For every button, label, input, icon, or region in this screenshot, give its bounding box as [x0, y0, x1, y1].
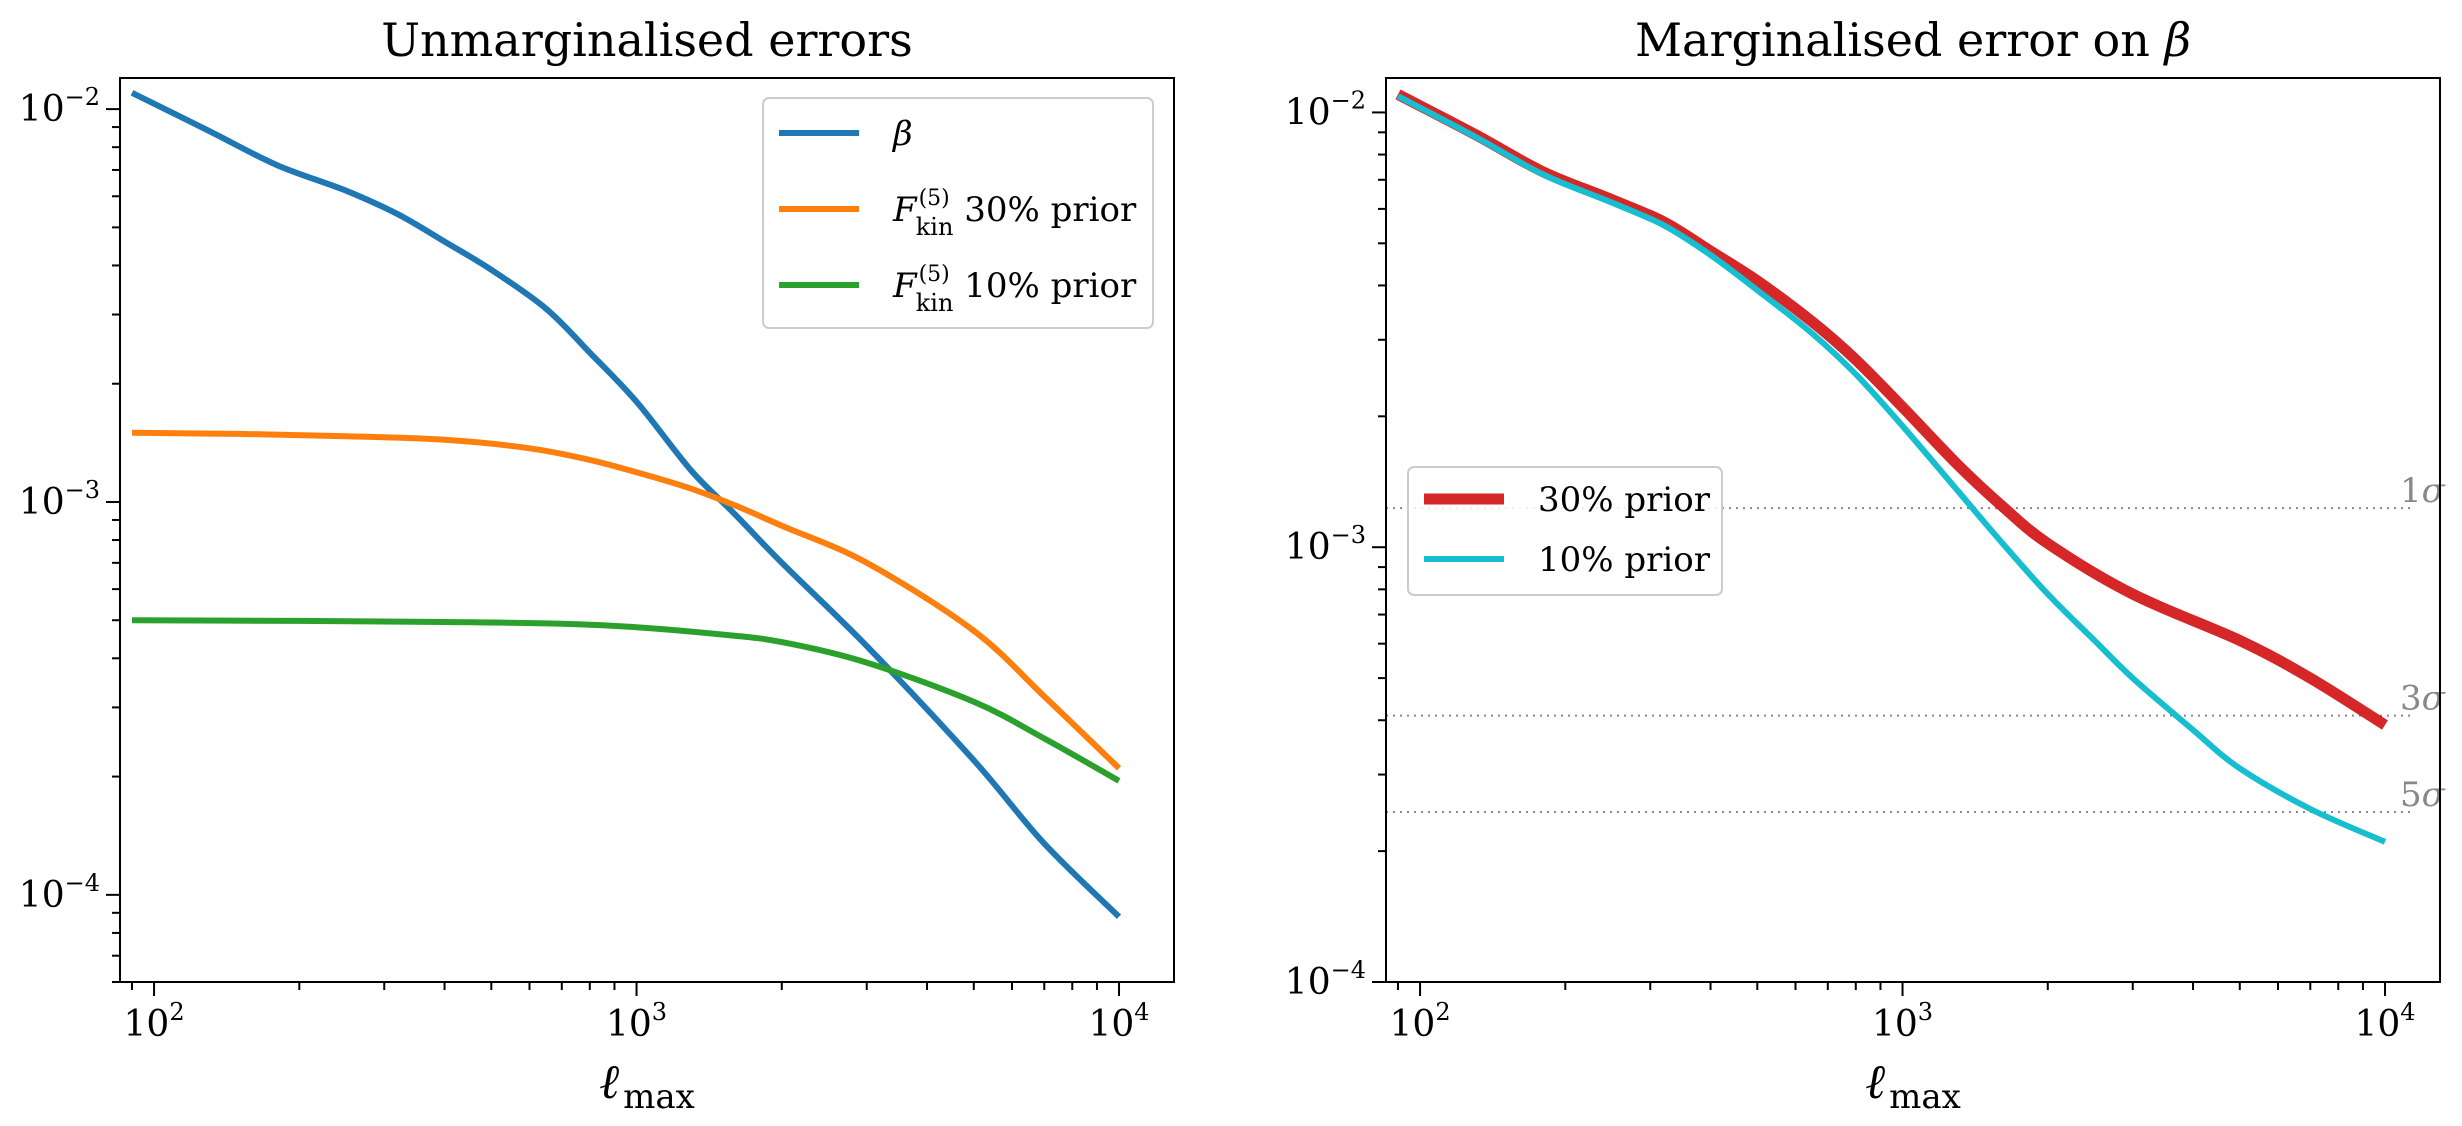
x-tick-label: 102	[1390, 998, 1451, 1045]
legend: 30% prior 10% prior	[1407, 466, 1723, 596]
series-line-1	[130, 90, 1122, 919]
reference-label-3sigma: 3σ	[2400, 679, 2446, 719]
legend-box	[762, 97, 1154, 329]
legend-label: F(5) kin 30% prior	[892, 186, 1137, 241]
y-tick-label: 10−4	[19, 869, 100, 916]
chart-title: Unmarginalised errors	[381, 13, 912, 67]
x-tick-label: 104	[2354, 998, 2415, 1045]
x-tick-label: 103	[1872, 998, 1933, 1045]
series-line-3	[131, 617, 1121, 784]
y-tick-label: 10−3	[19, 476, 100, 523]
y-tick-label: 10−2	[19, 83, 100, 130]
axes-frame	[119, 77, 1175, 983]
chart-1: 102 103 104 10−4 10−3 10−2 Unmarginalised erro…	[19, 13, 1175, 1117]
legend-label: β	[891, 114, 913, 154]
legend: β F(5) kin 30% prior F(5) kin 10% prior	[762, 97, 1154, 329]
x-tick-label: 103	[606, 998, 667, 1045]
reference-label-5sigma: 5σ	[2400, 775, 2446, 815]
chart-2: 1σ 3σ 5σ 102 103 104 10−4 10−3 10−2 Marginalised …	[1285, 13, 2446, 1117]
x-tick-label: 102	[124, 998, 185, 1045]
legend-label: 10% prior	[1538, 540, 1711, 580]
reference-label-1sigma: 1σ	[2400, 471, 2446, 511]
x-axis-label: ℓ max	[599, 1054, 695, 1117]
series-line-2	[1396, 93, 2387, 845]
axes-frame	[1385, 77, 2441, 983]
y-tick-label: 10−3	[1285, 521, 1366, 568]
x-tick-label: 104	[1088, 998, 1149, 1045]
legend-label: 30% prior	[1538, 480, 1711, 520]
chart-title: Marginalised error on β	[1635, 13, 2191, 67]
y-tick-label: 10−2	[1285, 86, 1366, 133]
legend-label: F(5) kin 10% prior	[892, 262, 1137, 317]
series-line-2	[131, 429, 1122, 771]
x-axis-label: ℓ max	[1865, 1054, 1961, 1117]
y-tick-label: 10−4	[1285, 956, 1366, 1003]
